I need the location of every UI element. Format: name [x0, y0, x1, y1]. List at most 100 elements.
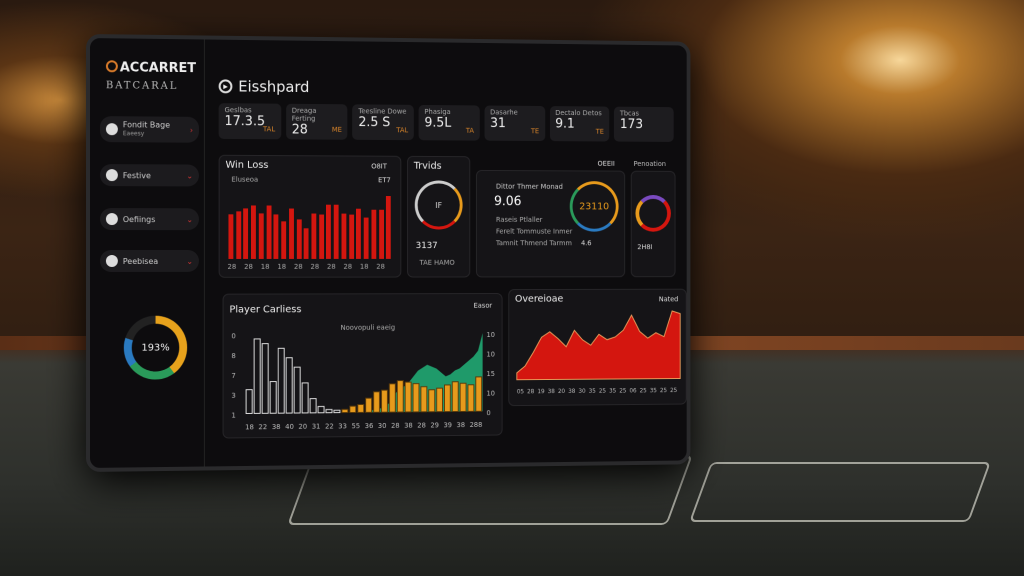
x-tick: 38	[548, 388, 555, 395]
x-tick: 28	[527, 388, 534, 395]
win-loss-panel: Win Loss O8IT Eluseoa ET7 28 28 18 18 28 28 28…	[218, 154, 402, 278]
x-tick: 36	[365, 422, 374, 430]
player-bar	[278, 348, 284, 413]
x-tick: 28	[391, 422, 400, 430]
player-bar	[444, 385, 450, 412]
kpi-delta: TAL	[396, 126, 409, 135]
chevron-icon: ⌄	[186, 214, 194, 224]
win-loss-bar	[236, 211, 241, 259]
legend: Eluseoa	[231, 175, 259, 184]
kpi-delta: TE	[530, 127, 540, 136]
win-loss-bar	[281, 220, 287, 259]
chevron-icon: ⌄	[186, 256, 194, 266]
player-bar	[405, 382, 411, 412]
player-bar	[468, 385, 474, 412]
x-tick: 28	[343, 262, 353, 271]
sidebar-item-1[interactable]: Fondit Bage Eaeesy ›	[99, 116, 199, 143]
win-loss-bar	[266, 205, 272, 259]
kpi-value: 173	[619, 117, 644, 133]
sidebar: ACCARRET BATCARAL Fondit Bage Eaeesy › Fes…	[89, 38, 205, 468]
main-area: ▶ Eisshpard Geslbas 17.3.5 TAL Dreaga Fertin…	[213, 40, 687, 467]
player-bar	[270, 382, 276, 414]
player-bar	[342, 409, 348, 412]
nav-text: Fondit Bage Eaeesy	[123, 120, 170, 138]
x-tick: 19	[537, 388, 544, 395]
trends-panel: Trvids IF 3137 TAE HAMO	[407, 155, 471, 278]
donut-label: 193%	[131, 323, 180, 372]
win-loss-bar	[251, 205, 257, 259]
player-bar	[334, 410, 340, 412]
right-panel: Penoation 2H8I	[630, 160, 676, 278]
player-bar	[366, 398, 372, 412]
player-bar	[310, 399, 316, 413]
y-tick-left: 8	[231, 352, 235, 360]
y-tick-left: 7	[231, 372, 235, 380]
y-tick-right: 15	[486, 370, 494, 378]
panel-title: Trvids	[413, 160, 442, 172]
win-loss-bar	[341, 213, 347, 259]
player-bar	[246, 390, 252, 414]
player-bar	[413, 384, 419, 412]
kpi-card[interactable]: Dasarhe 31 TE	[484, 105, 545, 142]
win-loss-bar	[378, 209, 384, 259]
x-tick: 39	[444, 421, 453, 429]
x-tick: 38	[404, 422, 413, 430]
player-bar	[286, 358, 292, 413]
right-value: 2H8I	[637, 243, 653, 252]
win-loss-bar	[243, 208, 249, 259]
x-tick: 28	[244, 262, 253, 271]
x-tick: 18	[245, 423, 254, 431]
win-loss-bar	[228, 214, 234, 259]
win-loss-bar	[296, 219, 302, 259]
panel-badge[interactable]: OEEII	[597, 159, 615, 168]
x-tick: 30	[378, 422, 387, 430]
x-tick: 35	[650, 387, 657, 394]
win-loss-bar	[326, 204, 332, 259]
player-bar	[437, 388, 443, 412]
x-tick: 18	[260, 262, 270, 271]
kpi-card[interactable]: Dectalo Detos 9.1 TE	[549, 106, 610, 142]
kpi-card[interactable]: Dreaga Ferting 28 ME	[285, 103, 348, 140]
player-bar	[294, 367, 300, 413]
x-tick: 40	[285, 423, 294, 431]
sidebar-item-2[interactable]: Festive ⌄	[99, 164, 199, 187]
kpi-card[interactable]: Geslbas 17.3.5 TAL	[218, 103, 281, 140]
page-title-text: Eisshpard	[238, 77, 310, 97]
x-tick: 28	[326, 262, 336, 271]
x-tick: 20	[558, 388, 565, 395]
player-bar	[302, 383, 308, 413]
x-tick: 35	[609, 388, 616, 395]
player-bar	[350, 406, 356, 412]
overview-panel: Overeioae Nated 05 28 19 38 20 38 30 35 25 35 25 06…	[508, 288, 687, 407]
win-loss-bar	[333, 204, 339, 259]
page-title: ▶ Eisshpard	[218, 77, 310, 97]
sidebar-item-4[interactable]: Peebisea ⌄	[99, 250, 199, 272]
panel-badge[interactable]: O8IT	[371, 162, 387, 171]
win-loss-bar	[311, 213, 317, 259]
y-tick-right: 10	[486, 331, 494, 339]
kpi-card[interactable]: Phasiga 9.5L TA	[418, 104, 480, 141]
right-ring	[635, 194, 671, 232]
panel-title: Win Loss	[225, 159, 269, 171]
x-tick: 55	[352, 422, 361, 430]
stat: ET7	[378, 176, 391, 185]
x-tick: 35	[589, 388, 596, 395]
win-loss-bar	[258, 213, 264, 259]
chevron-icon: ›	[189, 125, 194, 135]
kpi-card[interactable]: Tbcas 173	[614, 106, 674, 142]
list-item: Dittor Thmer Monad	[495, 182, 563, 191]
x-tick: 29	[430, 421, 439, 429]
gauge-label: IF	[435, 200, 443, 210]
kpi-delta: TAL	[263, 125, 276, 134]
x-tick: 05	[517, 388, 524, 395]
kpi-card[interactable]: Teesline Dowe 2.5 S TAL	[352, 104, 414, 141]
player-bar	[389, 384, 395, 412]
y-tick-right: 10	[486, 390, 494, 398]
y-tick-left: 3	[231, 392, 235, 400]
x-tick: 38	[457, 421, 465, 429]
sidebar-item-3[interactable]: Oefiings ⌄	[99, 208, 199, 231]
win-loss-bar	[288, 208, 294, 259]
x-tick: 28	[227, 262, 237, 271]
